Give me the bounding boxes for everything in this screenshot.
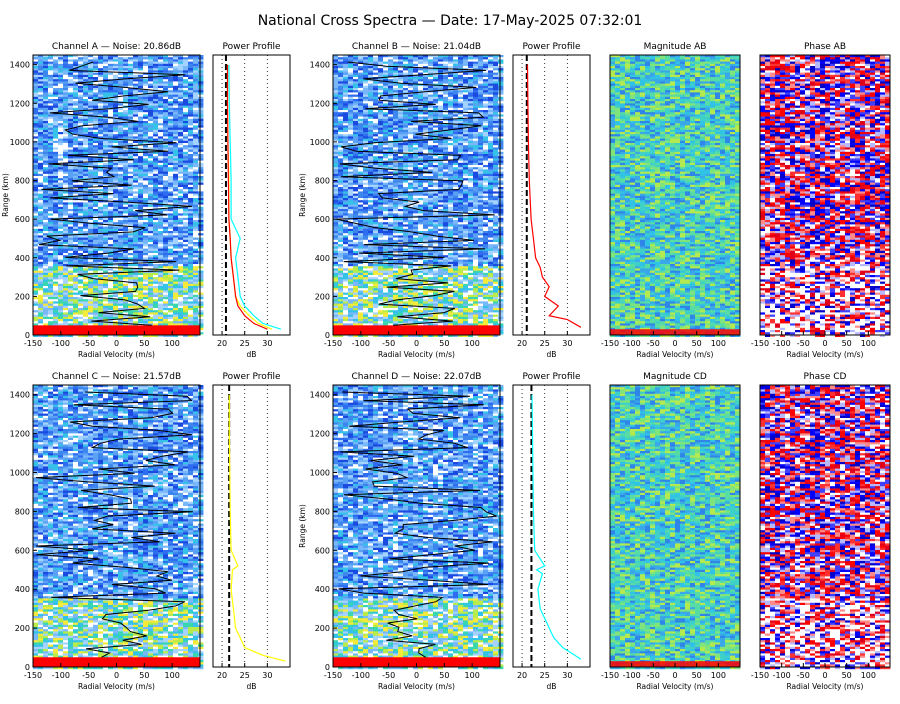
y-axis-label: Range (km)	[1, 173, 10, 217]
y-tick-label: 0	[25, 331, 30, 340]
y-tick-label: 800	[15, 177, 30, 186]
y-tick-label: 1200	[10, 99, 30, 108]
x-axis-label: dB	[247, 350, 257, 359]
x-tick-label: -100	[52, 339, 70, 348]
heatmap-cells	[333, 55, 503, 337]
profile-background	[213, 55, 290, 335]
channel-b-spectrum-panel: Channel B — Noise: 21.04dB-150-100-50050…	[298, 42, 503, 359]
x-tick-label: 25	[240, 339, 250, 348]
x-axis-label: Radial Velocity (m/s)	[78, 350, 155, 359]
x-tick-label: -150	[24, 339, 42, 348]
x-tick-label: 20	[217, 339, 227, 348]
y-tick-label: 1000	[10, 138, 30, 147]
x-tick-label: 0	[114, 339, 119, 348]
x-tick-label: 50	[139, 339, 149, 348]
y-tick-label: 600	[15, 215, 30, 224]
panel-title: Channel A — Noise: 20.86dB	[52, 42, 181, 52]
page-title: National Cross Spectra — Date: 17-May-20…	[258, 13, 643, 29]
x-tick-label: -50	[82, 339, 95, 348]
y-tick-label: 200	[15, 292, 30, 301]
panel-title: Power Profile	[222, 42, 281, 52]
y-tick-label: 1400	[10, 61, 30, 70]
x-tick-label: 30	[262, 339, 272, 348]
heatmap-cells	[33, 55, 203, 337]
y-tick-label: 400	[15, 254, 30, 263]
channel-a-spectrum-panel: Channel A — Noise: 20.86dB -150 -100 -50 0 50…	[1, 42, 203, 359]
channel-a-power-panel: Power Profile 20 25 30 dB	[213, 42, 290, 359]
x-tick-label: 100	[165, 339, 180, 348]
